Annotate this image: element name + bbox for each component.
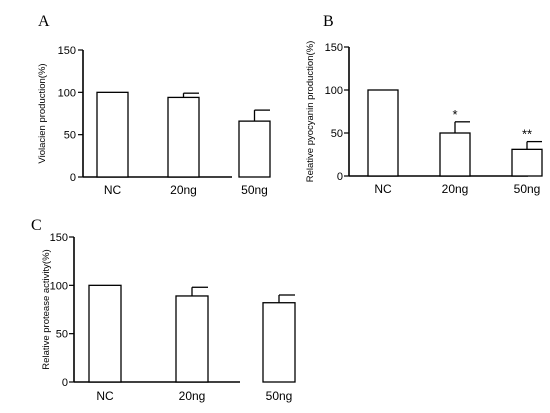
y-tick-label: 0 <box>337 171 343 183</box>
y-tick-label: 150 <box>50 232 68 244</box>
y-tick-label: 0 <box>62 377 68 389</box>
bar-50ng <box>262 302 296 383</box>
y-axis-title: Relative pyocyanin production(%) <box>305 41 316 183</box>
x-tick-label: 50ng <box>266 389 293 403</box>
x-tick-label: NC <box>374 182 392 196</box>
y-tick-label: 100 <box>50 280 68 292</box>
significance-marker: * <box>452 107 457 122</box>
y-axis-title: Violacien production(%) <box>37 63 48 163</box>
significance-marker: ** <box>522 127 532 142</box>
panel-label: A <box>38 13 50 30</box>
bar-20ng <box>439 132 471 177</box>
bar-nc <box>367 89 399 177</box>
y-tick-label: 150 <box>58 45 76 57</box>
y-tick-label: 50 <box>56 329 68 341</box>
y-axis-title: Relative protease activity(%) <box>41 249 52 369</box>
x-tick-label: 20ng <box>170 183 197 197</box>
bar-50ng <box>511 148 543 177</box>
panel-b-pyocyanin-chart: B 0 50 100 150 Relative pyocyanin production(… <box>305 13 543 196</box>
bar-20ng <box>175 295 209 383</box>
panel-c-protease-chart: C 0 50 100 150 Relative protease activity(%) N… <box>31 217 296 403</box>
bar-nc <box>96 91 129 178</box>
x-tick-label: 50ng <box>514 182 541 196</box>
panel-label: C <box>31 217 42 234</box>
y-tick-label: 100 <box>58 87 76 99</box>
x-tick-label: NC <box>104 183 122 197</box>
bar-20ng <box>167 96 200 178</box>
x-tick-label: 50ng <box>241 183 268 197</box>
y-tick-label: 0 <box>70 172 76 184</box>
y-tick-label: 50 <box>331 128 343 140</box>
y-tick-label: 50 <box>64 130 76 142</box>
y-tick-label: 150 <box>325 42 343 54</box>
bar-50ng <box>238 120 271 178</box>
y-tick-label: 100 <box>325 85 343 97</box>
x-tick-label: 20ng <box>179 389 206 403</box>
panel-label: B <box>323 13 334 30</box>
panel-a-violacein-chart: A 0 50 100 150 Violacien production(%) NC 20ng 5… <box>37 13 271 197</box>
x-tick-label: NC <box>96 389 114 403</box>
bar-nc <box>88 284 122 383</box>
x-tick-label: 20ng <box>442 182 469 196</box>
